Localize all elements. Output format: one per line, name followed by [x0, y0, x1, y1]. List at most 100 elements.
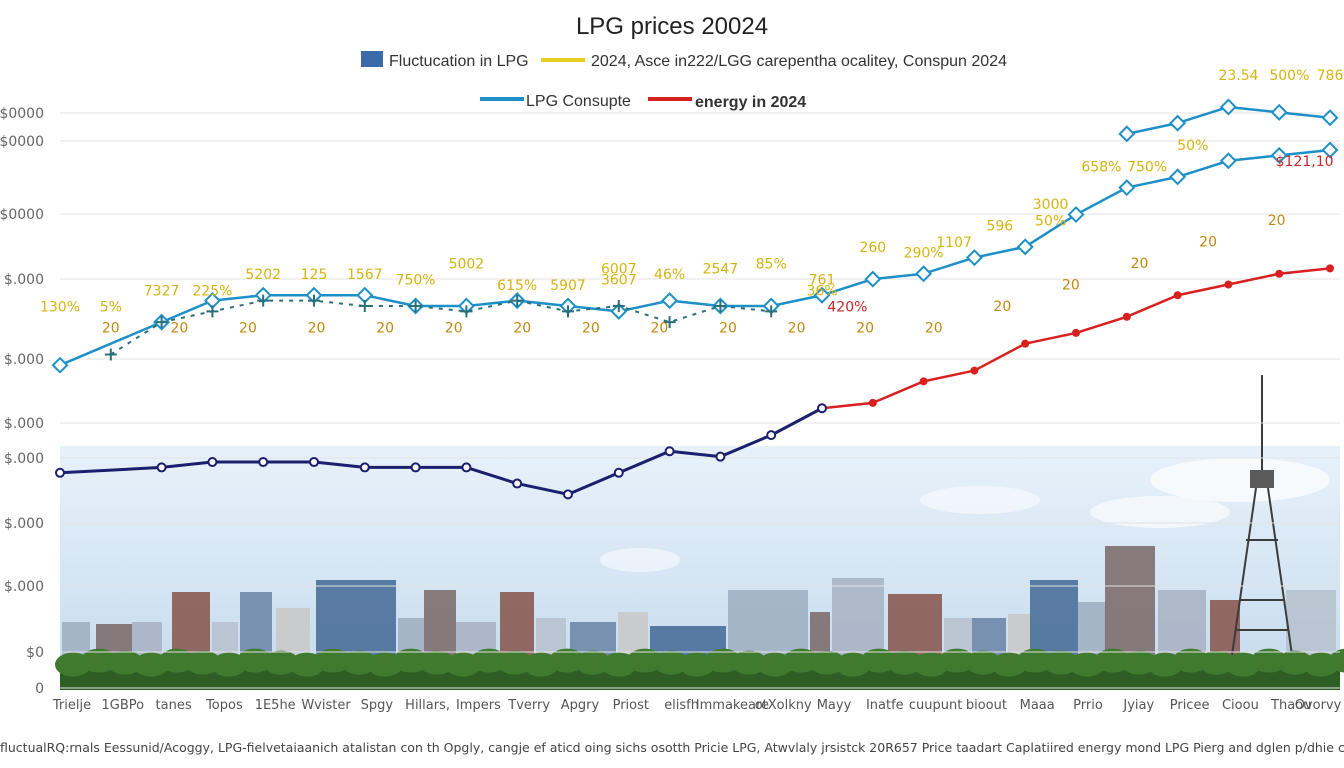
tree — [237, 648, 273, 673]
marker-label: 20 — [1199, 234, 1217, 250]
data-label: 6007 — [601, 262, 637, 278]
data-point — [612, 300, 625, 313]
x-tick-label: Thaou — [1270, 698, 1311, 713]
data-point — [461, 462, 472, 473]
marker-label: 20 — [170, 321, 188, 337]
y-axis: $0000 $0000 $0000 $.000 $.000 $.000 $.000 $.000… — [0, 106, 44, 697]
data-label: 125 — [301, 267, 328, 283]
data-point — [919, 377, 928, 386]
building — [316, 580, 396, 662]
tree — [315, 648, 351, 673]
data-point — [664, 446, 675, 457]
tree — [809, 650, 845, 675]
x-tick-label: tanes — [156, 698, 192, 713]
data-label: 420% — [827, 299, 867, 315]
data-label: 658% — [1081, 160, 1121, 176]
building — [888, 594, 942, 662]
data-point — [359, 462, 370, 473]
data-point — [868, 398, 877, 407]
data-label: 750% — [396, 273, 436, 289]
x-tick-label: Maaa — [1020, 698, 1055, 713]
data-label: 786 — [1317, 68, 1344, 84]
data-point — [1321, 141, 1339, 159]
data-label: 761 — [809, 273, 836, 289]
building — [1286, 590, 1336, 662]
marker-label: 20 — [856, 321, 874, 337]
x-tick-label: 1E5he — [255, 698, 296, 713]
tree — [1199, 650, 1235, 675]
marker-label: 20 — [308, 321, 326, 337]
data-point — [817, 403, 827, 414]
tree — [81, 648, 117, 673]
tree — [549, 648, 585, 673]
marker-label: 20 — [788, 321, 806, 337]
x-tick-label: Pricee — [1170, 698, 1210, 713]
data-point — [410, 462, 421, 473]
tree — [965, 650, 1001, 675]
data-point — [765, 305, 778, 318]
cloud — [920, 486, 1040, 514]
x-axis: Trielje 1GBPo tanes Topos 1E5he Wvister Spgy Hi… — [52, 698, 1342, 713]
tree — [393, 648, 429, 673]
trees — [55, 648, 1344, 677]
building — [810, 612, 830, 662]
building — [1030, 580, 1078, 662]
x-tick-label: 1GBPo — [102, 698, 145, 713]
x-tick-label: Trielje — [52, 698, 91, 713]
tree — [1121, 650, 1157, 675]
tree — [1095, 648, 1131, 673]
x-tick-label: Cioou — [1222, 698, 1259, 713]
data-point — [207, 457, 218, 468]
marker-label: 20 — [376, 321, 394, 337]
data-label: 46% — [654, 267, 685, 283]
data-label: 50% — [1035, 213, 1066, 229]
data-point — [1118, 125, 1136, 143]
data-point — [258, 457, 269, 468]
data-point — [1270, 103, 1288, 121]
data-label: 7327 — [144, 283, 180, 299]
legend-label-3: LPG Consupte — [526, 93, 631, 110]
data-point — [308, 294, 320, 307]
data-label: 1567 — [347, 267, 383, 283]
y-tick-label: $0000 — [0, 106, 44, 122]
data-point — [511, 294, 524, 307]
data-point — [1072, 328, 1080, 337]
data-point — [1224, 280, 1233, 289]
y-tick-label: $.000 — [4, 516, 44, 532]
y-tick-label: $.000 — [4, 579, 44, 595]
data-point — [51, 356, 69, 374]
data-label: 23.54 — [1219, 68, 1259, 84]
data-point — [512, 478, 523, 489]
y-tick-label: $.000 — [4, 352, 44, 368]
tree — [627, 648, 663, 673]
data-label: 36% — [806, 283, 837, 299]
x-tick-label: Jyiay — [1122, 698, 1154, 713]
marker-label: 20 — [445, 321, 463, 337]
data-point — [1122, 312, 1131, 321]
data-point — [1219, 98, 1237, 116]
x-tick-label: Inatfe — [866, 698, 904, 713]
data-label: 225% — [192, 283, 232, 299]
data-label: $121,10 — [1276, 154, 1334, 170]
data-label: 615% — [497, 278, 537, 294]
tree — [887, 650, 923, 675]
caption: fluctualRQ:rnals Eessunid/Acoggy, LPG-fi… — [0, 740, 1344, 755]
y-tick-label: $.000 — [4, 272, 44, 288]
legend: Fluctucation in LPG 2024, Asce in222/LGG… — [361, 51, 1007, 111]
data-point — [55, 467, 65, 478]
data-label: 5% — [100, 299, 122, 315]
y-tick-label: 0 — [35, 681, 44, 697]
x-tick-label: cuupunt — [909, 698, 962, 713]
data-point — [1270, 146, 1288, 164]
data-point — [206, 305, 219, 318]
data-point — [915, 265, 933, 283]
marker-label: 20 — [582, 321, 600, 337]
building — [1008, 614, 1030, 662]
building — [832, 578, 884, 662]
y-tick-label: $.000 — [4, 416, 44, 432]
data-label: 750% — [1127, 160, 1167, 176]
tree — [1277, 650, 1313, 675]
marker-label: 20 — [925, 321, 943, 337]
y-tick-label: $0000 — [0, 134, 44, 150]
